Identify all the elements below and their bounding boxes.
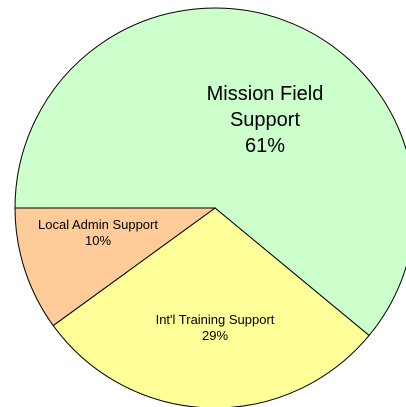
slice-value-label: 29% (202, 328, 228, 343)
slice-name-label: Support (230, 109, 300, 131)
pie-slices (14, 7, 406, 407)
slice-label-0: Mission Field Support 61% (207, 83, 324, 157)
slice-name-label: Mission Field (207, 83, 324, 105)
pie-labels: Mission Field Support 61% Int'l Training Su… (38, 83, 323, 343)
slice-value-label: 10% (85, 233, 111, 248)
slice-label-2: Local Admin Support 10% (38, 217, 158, 248)
slice-name-label: Local Admin Support (38, 217, 158, 232)
slice-label-1: Int'l Training Support 29% (156, 312, 275, 343)
pie-slice-2 (14, 207, 217, 327)
slice-value-label: 61% (245, 135, 285, 157)
slice-name-label: Int'l Training Support (156, 312, 275, 327)
pie-slice-0 (14, 7, 406, 337)
pie-slice-1 (52, 207, 370, 407)
